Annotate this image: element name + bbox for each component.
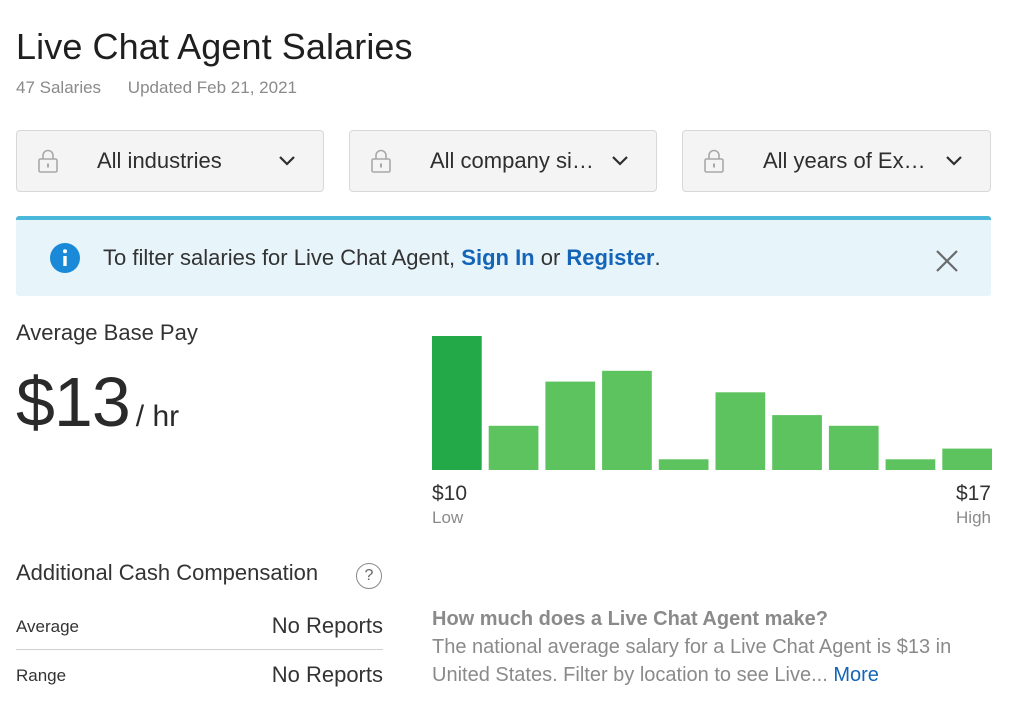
banner-suffix: . [654, 245, 661, 270]
distribution-bar [828, 425, 879, 470]
range-low: $10 Low [432, 482, 467, 528]
experience-filter-label: All years of Exp... [763, 148, 932, 173]
sign-in-link[interactable]: Sign In [461, 245, 535, 270]
page-title: Live Chat Agent Salaries [16, 26, 413, 67]
additional-range-row: Range No Reports [16, 662, 383, 687]
range-high: $17 High [956, 482, 991, 528]
range-low-value: $10 [432, 482, 468, 505]
faq-answer-block: The national average salary for a Live C… [432, 633, 992, 689]
distribution-bar [772, 415, 822, 470]
faq-question: How much does a Live Chat Agent make? [432, 608, 829, 630]
info-icon [50, 243, 80, 273]
company-size-filter-dropdown[interactable]: All company sizes [349, 130, 657, 192]
industry-filter-dropdown[interactable]: All industries [16, 130, 324, 192]
average-pay-value: $13/ hr [16, 362, 179, 442]
chevron-down-icon [946, 156, 962, 166]
divider [16, 649, 383, 650]
salary-count: 47 Salaries [16, 78, 102, 97]
sign-in-banner: To filter salaries for Live Chat Agent, … [16, 216, 991, 296]
range-high-value: $17 [955, 482, 991, 505]
banner-text: To filter salaries for Live Chat Agent, … [103, 245, 661, 271]
chevron-down-icon [612, 156, 628, 166]
close-icon[interactable] [935, 249, 959, 273]
additional-average-row: Average No Reports [16, 613, 383, 638]
distribution-bar [432, 336, 482, 470]
distribution-bar [602, 370, 652, 470]
average-base-pay-label: Average Base Pay [16, 320, 198, 345]
lock-icon [704, 149, 724, 173]
faq-answer: The national average salary for a Live C… [432, 636, 952, 686]
lock-icon [371, 149, 391, 173]
average-value: No Reports [271, 613, 383, 638]
salary-faq: How much does a Live Chat Agent make? Th… [432, 605, 992, 689]
range-value: No Reports [271, 662, 383, 687]
distribution-bar [545, 381, 596, 470]
distribution-bar [488, 425, 539, 470]
salary-distribution-chart [432, 336, 992, 470]
page-meta: 47 Salaries Updated Feb 21, 2021 [16, 78, 297, 98]
pay-unit: / hr [135, 400, 180, 433]
average-label: Average [16, 617, 80, 636]
lock-icon [38, 149, 58, 173]
chevron-down-icon [279, 156, 295, 166]
banner-or: or [534, 245, 567, 270]
pay-amount: $13 [16, 363, 131, 441]
distribution-bar [942, 448, 992, 470]
distribution-bar [715, 392, 766, 470]
distribution-bar [658, 459, 709, 470]
more-link[interactable]: More [833, 664, 879, 686]
help-icon[interactable]: ? [356, 563, 382, 589]
banner-prefix: To filter salaries for Live Chat Agent, [103, 245, 462, 270]
range-label: Range [16, 666, 67, 685]
range-low-label: Low [432, 508, 464, 527]
distribution-bar [885, 459, 936, 470]
experience-filter-dropdown[interactable]: All years of Exp... [682, 130, 991, 192]
range-high-label: High [956, 508, 991, 527]
register-link[interactable]: Register [566, 245, 655, 270]
company-size-filter-label: All company sizes [430, 148, 598, 173]
updated-date: Updated Feb 21, 2021 [127, 78, 297, 97]
industry-filter-label: All industries [97, 148, 222, 173]
additional-cash-title: Additional Cash Compensation [16, 560, 319, 585]
